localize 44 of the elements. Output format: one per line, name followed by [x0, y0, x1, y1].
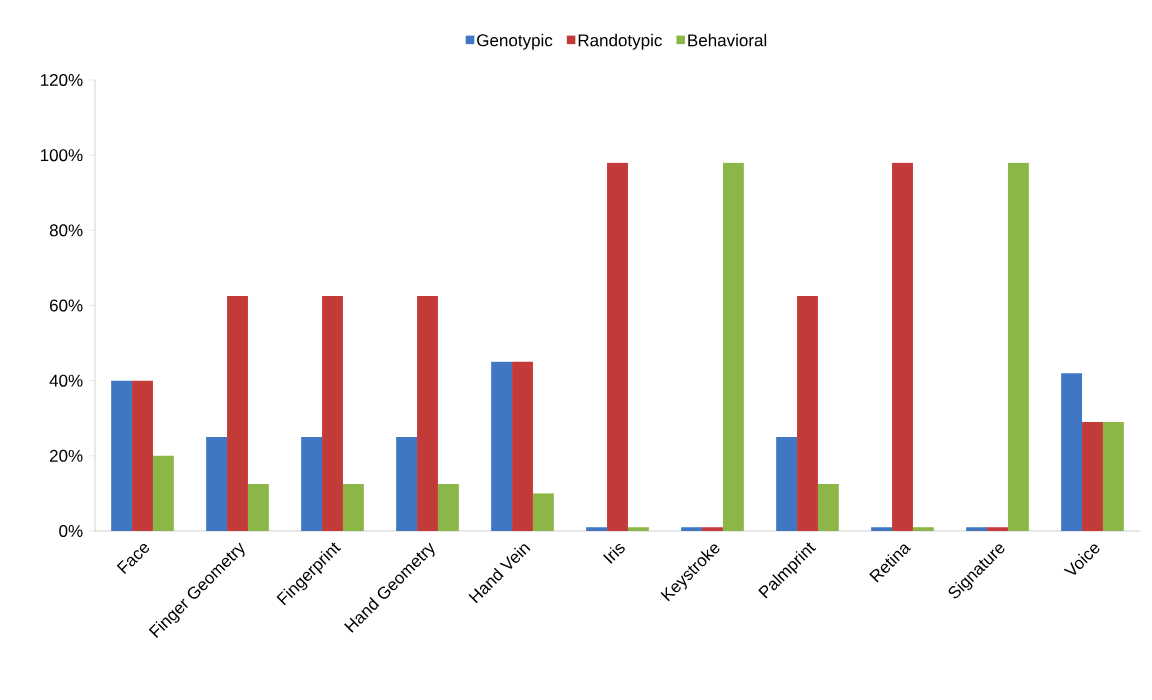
- bar: [776, 437, 798, 531]
- bar: [871, 527, 893, 531]
- bar: [111, 380, 133, 531]
- bar: [512, 361, 533, 531]
- bar: [1082, 422, 1103, 531]
- bar: [247, 484, 269, 531]
- bar: [987, 527, 1008, 531]
- bar: [227, 296, 248, 531]
- legend-label: Randotypic: [578, 33, 662, 50]
- bar: [301, 437, 323, 531]
- bar: [702, 527, 723, 531]
- bar: [1061, 373, 1083, 531]
- bar: [722, 162, 744, 531]
- bar: [417, 296, 438, 531]
- y-tick-label: 0%: [59, 524, 83, 538]
- bar: [627, 527, 649, 531]
- bar: [1007, 162, 1029, 531]
- bar: [132, 380, 153, 531]
- y-tick-label: 120%: [40, 73, 83, 87]
- bar: [322, 296, 343, 531]
- bar: [966, 527, 988, 531]
- bar: [607, 162, 628, 531]
- bar: [817, 484, 839, 531]
- y-tick-label: 100%: [40, 149, 83, 162]
- y-tick-label: 20%: [49, 449, 83, 462]
- bar: [342, 484, 364, 531]
- bar: [586, 527, 608, 531]
- y-tick-label: 80%: [49, 224, 83, 237]
- bar: [1102, 422, 1124, 531]
- bar: [437, 484, 459, 531]
- legend-label: Genotypic: [477, 33, 553, 50]
- bar: [152, 455, 174, 531]
- bar: [396, 437, 418, 531]
- bar: [681, 527, 703, 531]
- bar: [797, 296, 818, 531]
- legend-label: Behavioral: [688, 33, 767, 47]
- bar: [892, 162, 913, 531]
- y-tick-label: 60%: [49, 299, 83, 312]
- x-tick-label: Iris: [603, 543, 625, 564]
- y-tick-label: 40%: [49, 374, 83, 387]
- bar: [491, 361, 513, 531]
- bar: [206, 437, 228, 531]
- bar: [532, 493, 554, 531]
- bar: [912, 527, 934, 531]
